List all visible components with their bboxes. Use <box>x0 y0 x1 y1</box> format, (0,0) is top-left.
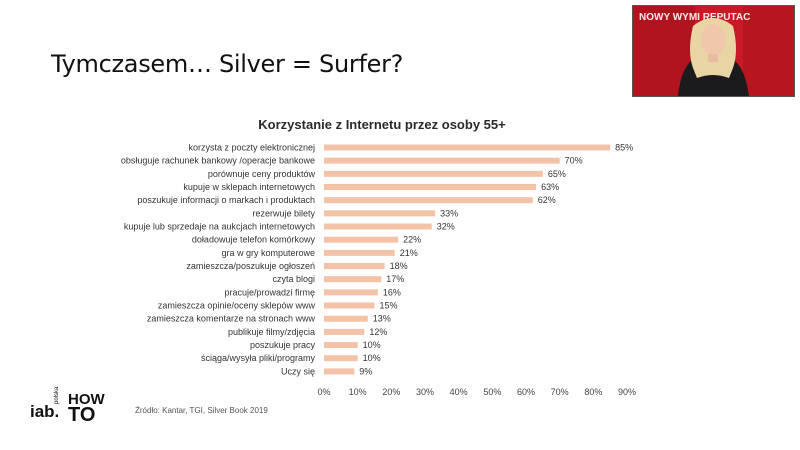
x-tick-label: 20% <box>382 387 400 397</box>
bar <box>324 302 375 309</box>
value-label: 9% <box>359 366 372 376</box>
video-banner-text: NOWY WYMI REPUTAC <box>639 12 750 23</box>
logo-to: TO <box>68 404 96 426</box>
value-label: 16% <box>383 287 401 297</box>
bar <box>324 355 358 362</box>
logo-iab: iab. <box>30 402 60 421</box>
x-tick-label: 10% <box>349 387 367 397</box>
x-tick-label: 70% <box>551 387 569 397</box>
value-label: 17% <box>386 274 404 284</box>
category-label: pracuje/prowadzi firmę <box>224 287 315 297</box>
bar <box>324 236 399 243</box>
value-label: 12% <box>369 327 387 337</box>
presenter-video-frame: NOWY WYMI REPUTAC <box>633 6 794 96</box>
x-tick-label: 60% <box>517 387 535 397</box>
x-tick-label: 0% <box>317 387 330 397</box>
presenter-video: NOWY WYMI REPUTAC <box>632 5 795 97</box>
category-label: poszukuje pracy <box>250 340 316 350</box>
value-label: 62% <box>538 195 556 205</box>
value-label: 70% <box>565 156 583 166</box>
bars-layer: korzysta z poczty elektronicznej 85% obsłu… <box>121 143 633 377</box>
category-label: zamieszcza komentarze na stronach www <box>147 314 316 324</box>
category-label: obsługuje rachunek bankowy /operacje ban… <box>121 156 315 166</box>
bar <box>324 289 378 296</box>
bar <box>324 210 436 217</box>
bar <box>324 197 533 204</box>
category-label: doładowuje telefon komórkowy <box>192 235 316 245</box>
source-note: Źródło: Kantar, TGI, Silver Book 2019 <box>135 406 268 415</box>
bar <box>324 144 611 151</box>
bar <box>324 170 543 177</box>
category-label: zamieszcza/poszukuje ogłoszeń <box>186 261 315 271</box>
category-label: porównuje ceny produktów <box>208 169 316 179</box>
chart-title: Korzystanie z Internetu przez osoby 55+ <box>258 117 506 132</box>
category-label: poszukuje informacji o markach i produkt… <box>137 195 315 205</box>
value-label: 65% <box>548 169 566 179</box>
slide-title: Tymczasem… Silver = Surfer? <box>51 50 404 78</box>
x-tick-label: 40% <box>450 387 468 397</box>
x-tick-label: 50% <box>483 387 501 397</box>
value-label: 22% <box>403 235 421 245</box>
logo-polska: polska <box>54 386 60 404</box>
x-tick-label: 80% <box>584 387 602 397</box>
bar <box>324 315 368 322</box>
bar <box>324 276 382 283</box>
value-label: 21% <box>400 248 418 258</box>
value-label: 13% <box>373 314 391 324</box>
category-label: korzysta z poczty elektronicznej <box>188 143 315 153</box>
value-label: 32% <box>437 222 455 232</box>
value-label: 18% <box>390 261 408 271</box>
logo-how: HOW <box>68 391 105 408</box>
iab-howto-logo: iab. polska HOW TO <box>30 387 105 426</box>
value-label: 85% <box>615 143 633 153</box>
category-label: ściąga/wysyła pliki/programy <box>201 353 316 363</box>
x-axis: 0% 10% 20% 30% 40% 50% 60% 70% 80% 90% <box>317 387 636 397</box>
category-label: kupuje lub sprzedaje na aukcjach interne… <box>124 222 315 232</box>
bar <box>324 184 537 191</box>
x-tick-label: 90% <box>618 387 636 397</box>
category-label: zamieszcza opinie/oceny sklepów www <box>158 301 316 311</box>
bar <box>324 263 385 270</box>
category-label: Uczy się <box>281 366 315 376</box>
value-label: 10% <box>363 353 381 363</box>
bar <box>324 157 560 164</box>
category-label: rezerwuje bilety <box>252 208 315 218</box>
bar <box>324 249 395 256</box>
category-label: gra w gry komputerowe <box>221 248 315 258</box>
bar <box>324 342 358 349</box>
bar <box>324 328 365 335</box>
value-label: 33% <box>440 208 458 218</box>
category-label: czyta blogi <box>272 274 315 284</box>
x-tick-label: 30% <box>416 387 434 397</box>
value-label: 63% <box>541 182 559 192</box>
bar <box>324 223 432 230</box>
category-label: kupuje w sklepach internetowych <box>183 182 315 192</box>
value-label: 10% <box>363 340 381 350</box>
value-label: 15% <box>380 301 398 311</box>
bar <box>324 368 355 375</box>
category-label: publikuje filmy/zdjęcia <box>228 327 315 337</box>
